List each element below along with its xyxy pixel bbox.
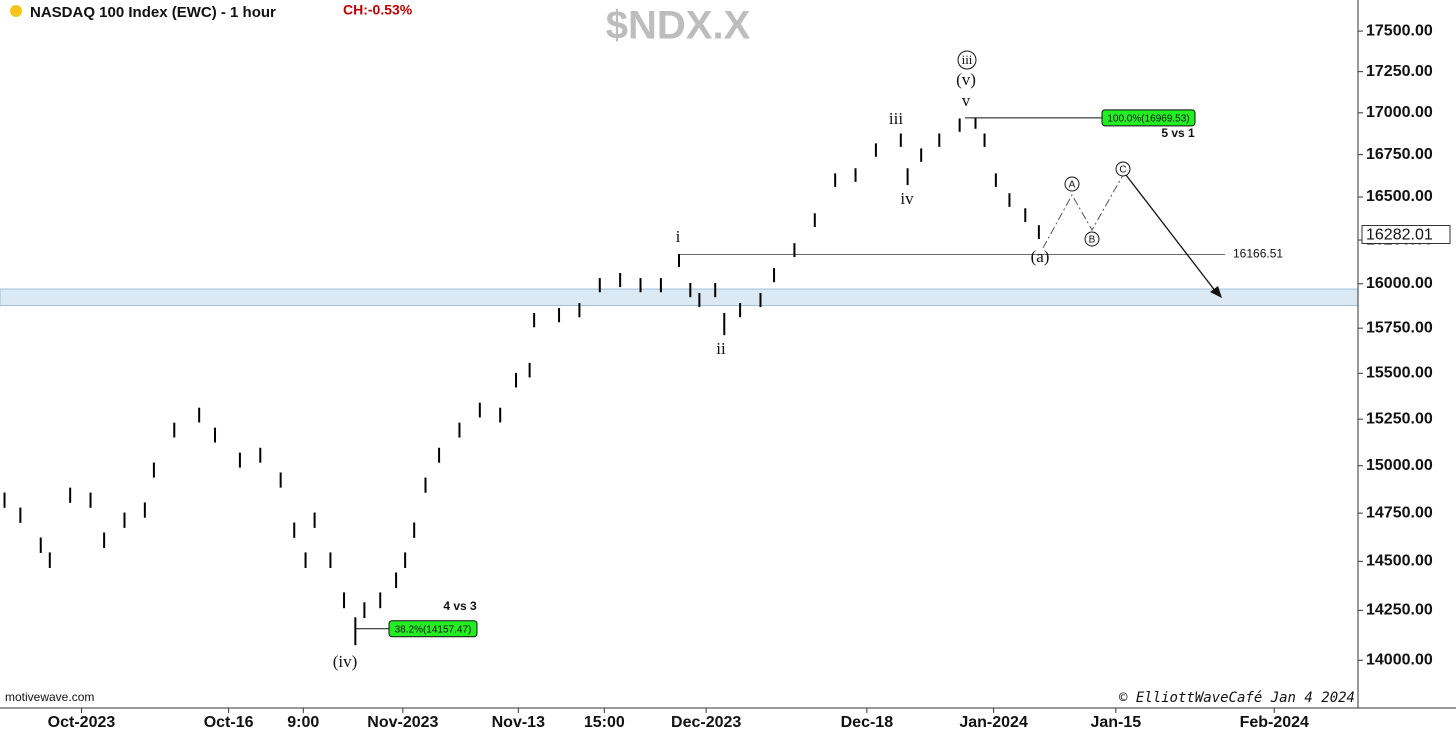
y-tick-label: 15500.00 (1366, 364, 1433, 381)
wave-label: A (1069, 180, 1076, 191)
x-tick-label: Dec-18 (841, 714, 894, 731)
source: motivewave.com (5, 690, 94, 704)
status-dot (10, 5, 22, 17)
arrow-head (1210, 286, 1222, 298)
y-tick-label: 15000.00 (1366, 457, 1433, 474)
fib-note: 5 vs 1 (1161, 126, 1195, 140)
wave-label: ii (716, 339, 726, 358)
credit: © ElliottWaveCafé Jan 4 2024 (1119, 690, 1355, 706)
plot (0, 117, 1359, 646)
fib-box (388, 620, 478, 638)
wave-label: v (962, 91, 971, 110)
fib-label: 100.0%(16969.53) (1107, 114, 1189, 125)
chart-title: NASDAQ 100 Index (EWC) - 1 hour (30, 4, 276, 21)
x-tick-label: Dec-2023 (671, 714, 741, 731)
fib-box (1101, 109, 1196, 127)
x-tick-label: 15:00 (584, 714, 625, 731)
last-price-label: 16282.01 (1366, 227, 1433, 244)
level-label: 16166.51 (1233, 247, 1283, 261)
y-tick-label: 14000.00 (1366, 651, 1433, 668)
wave-label: iii (889, 109, 903, 128)
x-tick-label: Oct-2023 (48, 714, 116, 731)
wave-circle (1084, 231, 1100, 247)
projection-path (1042, 174, 1124, 249)
wave-label: iv (900, 189, 914, 208)
y-tick-label: 16750.00 (1366, 146, 1433, 163)
support-zone (0, 288, 1359, 307)
last-price-box (1361, 224, 1451, 244)
wave-label: (iv) (333, 652, 358, 671)
y-tick-label: 16000.00 (1366, 275, 1433, 292)
wave-label: C (1119, 165, 1126, 176)
wave-label: B (1089, 235, 1096, 246)
y-tick-label: 17250.00 (1366, 63, 1433, 80)
x-tick-label: Jan-15 (1090, 714, 1141, 731)
wave-label: (v) (956, 70, 976, 89)
wave-circle (957, 50, 977, 70)
y-tick-label: 15250.00 (1366, 410, 1433, 427)
y-tick-label: 14250.00 (1366, 602, 1433, 619)
y-tick-label: 15750.00 (1366, 319, 1433, 336)
x-tick-label: Oct-16 (204, 714, 254, 731)
y-tick-label: 14500.00 (1366, 553, 1433, 570)
y-tick-label: 14750.00 (1366, 504, 1433, 521)
wave-circle (1064, 176, 1080, 192)
fib-label: 38.2%(14157.47) (395, 624, 472, 635)
wave-circle (1115, 161, 1131, 177)
symbol-watermark: $NDX.X (606, 4, 751, 48)
projection-arrow (1125, 174, 1217, 293)
y-tick-label: 17500.00 (1366, 22, 1433, 39)
y-tick-label: 17000.00 (1366, 104, 1433, 121)
x-tick-label: Jan-2024 (959, 714, 1028, 731)
x-tick-label: Feb-2024 (1240, 714, 1309, 731)
wave-label: iii (962, 52, 973, 67)
change: CH:-0.53% (343, 2, 413, 18)
x-tick-label: 9:00 (287, 714, 319, 731)
x-tick-label: Nov-2023 (367, 714, 438, 731)
wave-label: (a) (1031, 247, 1050, 266)
x-tick-label: Nov-13 (492, 714, 545, 731)
wave-label: i (676, 227, 681, 246)
fib-note: 4 vs 3 (443, 599, 477, 613)
y-tick-label: 16500.00 (1366, 188, 1433, 205)
